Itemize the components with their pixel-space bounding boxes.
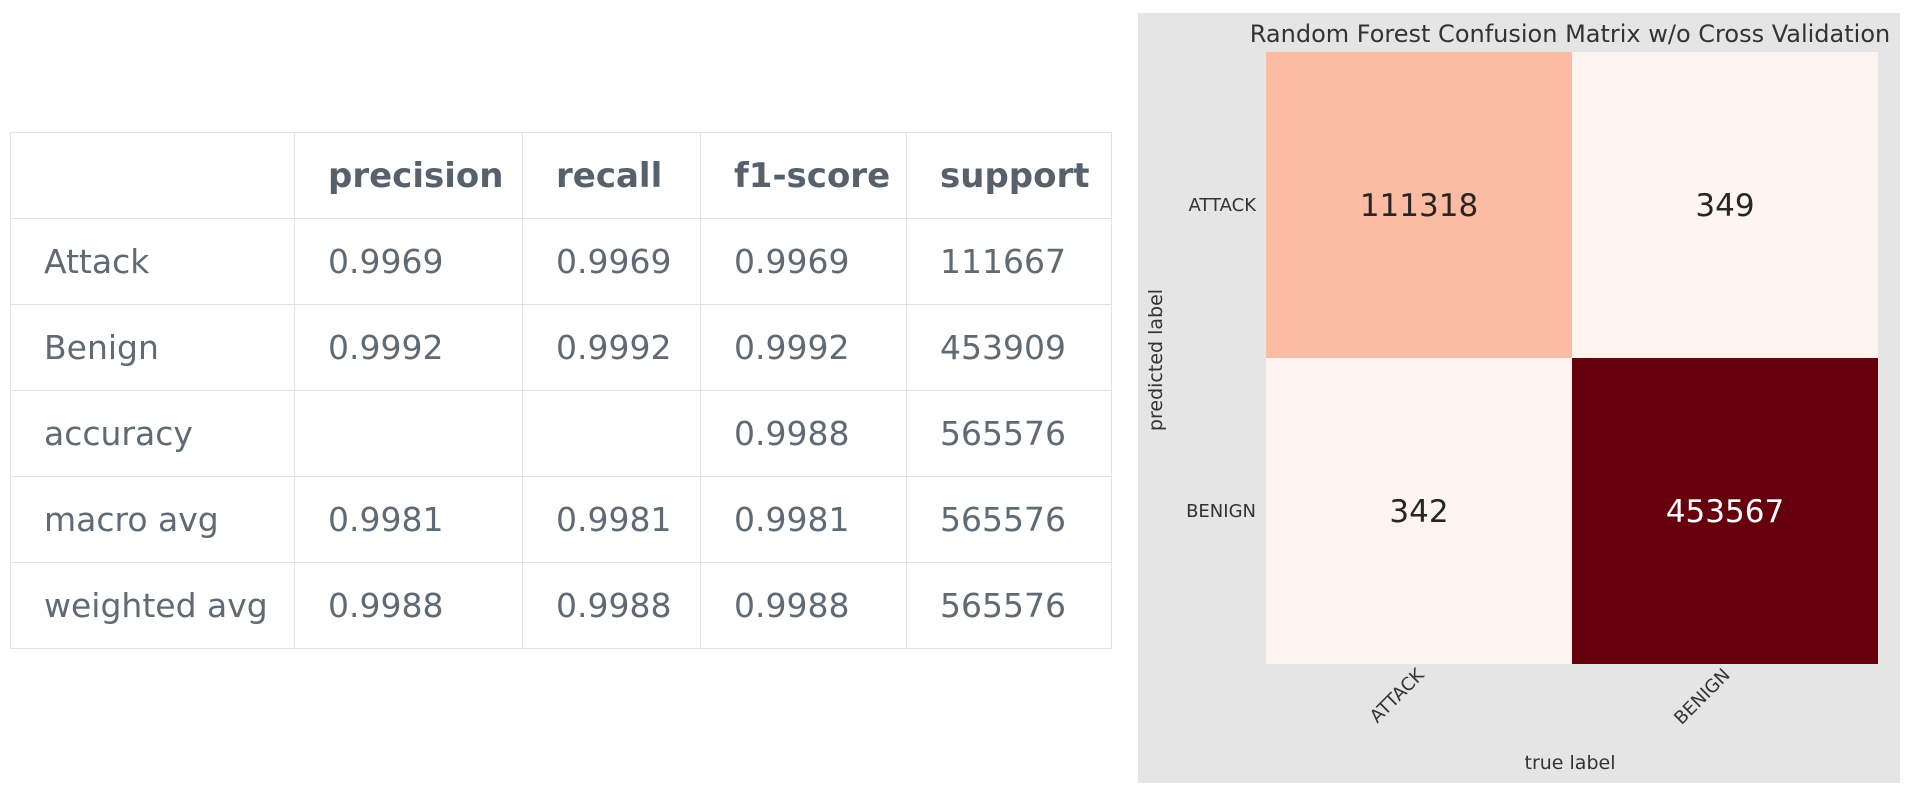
support-cell: 565576 bbox=[906, 476, 1112, 563]
row-label: weighted avg bbox=[10, 562, 295, 649]
recall-cell bbox=[522, 390, 701, 477]
x-tick-labels: ATTACK BENIGN bbox=[1366, 664, 1735, 729]
x-tick-label: ATTACK bbox=[1366, 664, 1429, 727]
table-row: macro avg 0.9981 0.9981 0.9981 565576 bbox=[10, 476, 1112, 563]
y-tick-label: ATTACK bbox=[1188, 195, 1257, 216]
heatmap-cell bbox=[1572, 358, 1878, 664]
f1-score-cell: 0.9981 bbox=[700, 476, 907, 563]
heatmap-cell bbox=[1266, 358, 1572, 664]
confusion-matrix-figure: Random Forest Confusion Matrix w/o Cross… bbox=[1138, 13, 1900, 783]
support-cell: 565576 bbox=[906, 390, 1112, 477]
row-label: Attack bbox=[10, 218, 295, 305]
table-row: Benign 0.9992 0.9992 0.9992 453909 bbox=[10, 304, 1112, 391]
f1-score-cell: 0.9988 bbox=[700, 390, 907, 477]
y-tick-label: BENIGN bbox=[1186, 501, 1256, 522]
x-tick-label: BENIGN bbox=[1670, 665, 1734, 729]
precision-cell: 0.9981 bbox=[294, 476, 523, 563]
recall-cell: 0.9992 bbox=[522, 304, 701, 391]
y-tick-labels: ATTACK BENIGN bbox=[1186, 195, 1257, 522]
table-row: weighted avg 0.9988 0.9988 0.9988 565576 bbox=[10, 562, 1112, 649]
header-cell-support: support bbox=[906, 132, 1112, 219]
row-label: accuracy bbox=[10, 390, 295, 477]
table-header-row: precision recall f1-score support bbox=[10, 132, 1112, 219]
f1-score-cell: 0.9969 bbox=[700, 218, 907, 305]
recall-cell: 0.9969 bbox=[522, 218, 701, 305]
header-cell-f1-score: f1-score bbox=[700, 132, 907, 219]
header-cell-precision: precision bbox=[294, 132, 523, 219]
support-cell: 565576 bbox=[906, 562, 1112, 649]
header-cell-recall: recall bbox=[522, 132, 701, 219]
heatmap-value-label: 453567 bbox=[1666, 494, 1784, 530]
row-label: Benign bbox=[10, 304, 295, 391]
confusion-matrix-chart: Random Forest Confusion Matrix w/o Cross… bbox=[1145, 20, 1890, 774]
heatmap-cells bbox=[1266, 52, 1878, 664]
support-cell: 111667 bbox=[906, 218, 1112, 305]
y-axis-label: predicted label bbox=[1145, 289, 1167, 431]
classification-report-table: precision recall f1-score support Attack… bbox=[10, 132, 1112, 649]
precision-cell: 0.9992 bbox=[294, 304, 523, 391]
f1-score-cell: 0.9988 bbox=[700, 562, 907, 649]
row-label: macro avg bbox=[10, 476, 295, 563]
heatmap-value-label: 349 bbox=[1695, 188, 1754, 224]
chart-title: Random Forest Confusion Matrix w/o Cross… bbox=[1250, 20, 1890, 48]
precision-cell: 0.9988 bbox=[294, 562, 523, 649]
heatmap-cell bbox=[1266, 52, 1572, 358]
heatmap-value-label: 342 bbox=[1389, 494, 1448, 530]
precision-cell: 0.9969 bbox=[294, 218, 523, 305]
recall-cell: 0.9981 bbox=[522, 476, 701, 563]
heatmap-value-label: 111318 bbox=[1360, 188, 1478, 224]
heatmap-value-labels: 111318 349 342 453567 bbox=[1360, 188, 1784, 530]
table-row: accuracy 0.9988 565576 bbox=[10, 390, 1112, 477]
f1-score-cell: 0.9992 bbox=[700, 304, 907, 391]
x-axis-label: true label bbox=[1525, 752, 1616, 774]
header-cell-empty bbox=[10, 132, 295, 219]
heatmap-cell bbox=[1572, 52, 1878, 358]
precision-cell bbox=[294, 390, 523, 477]
support-cell: 453909 bbox=[906, 304, 1112, 391]
table-row: Attack 0.9969 0.9969 0.9969 111667 bbox=[10, 218, 1112, 305]
recall-cell: 0.9988 bbox=[522, 562, 701, 649]
